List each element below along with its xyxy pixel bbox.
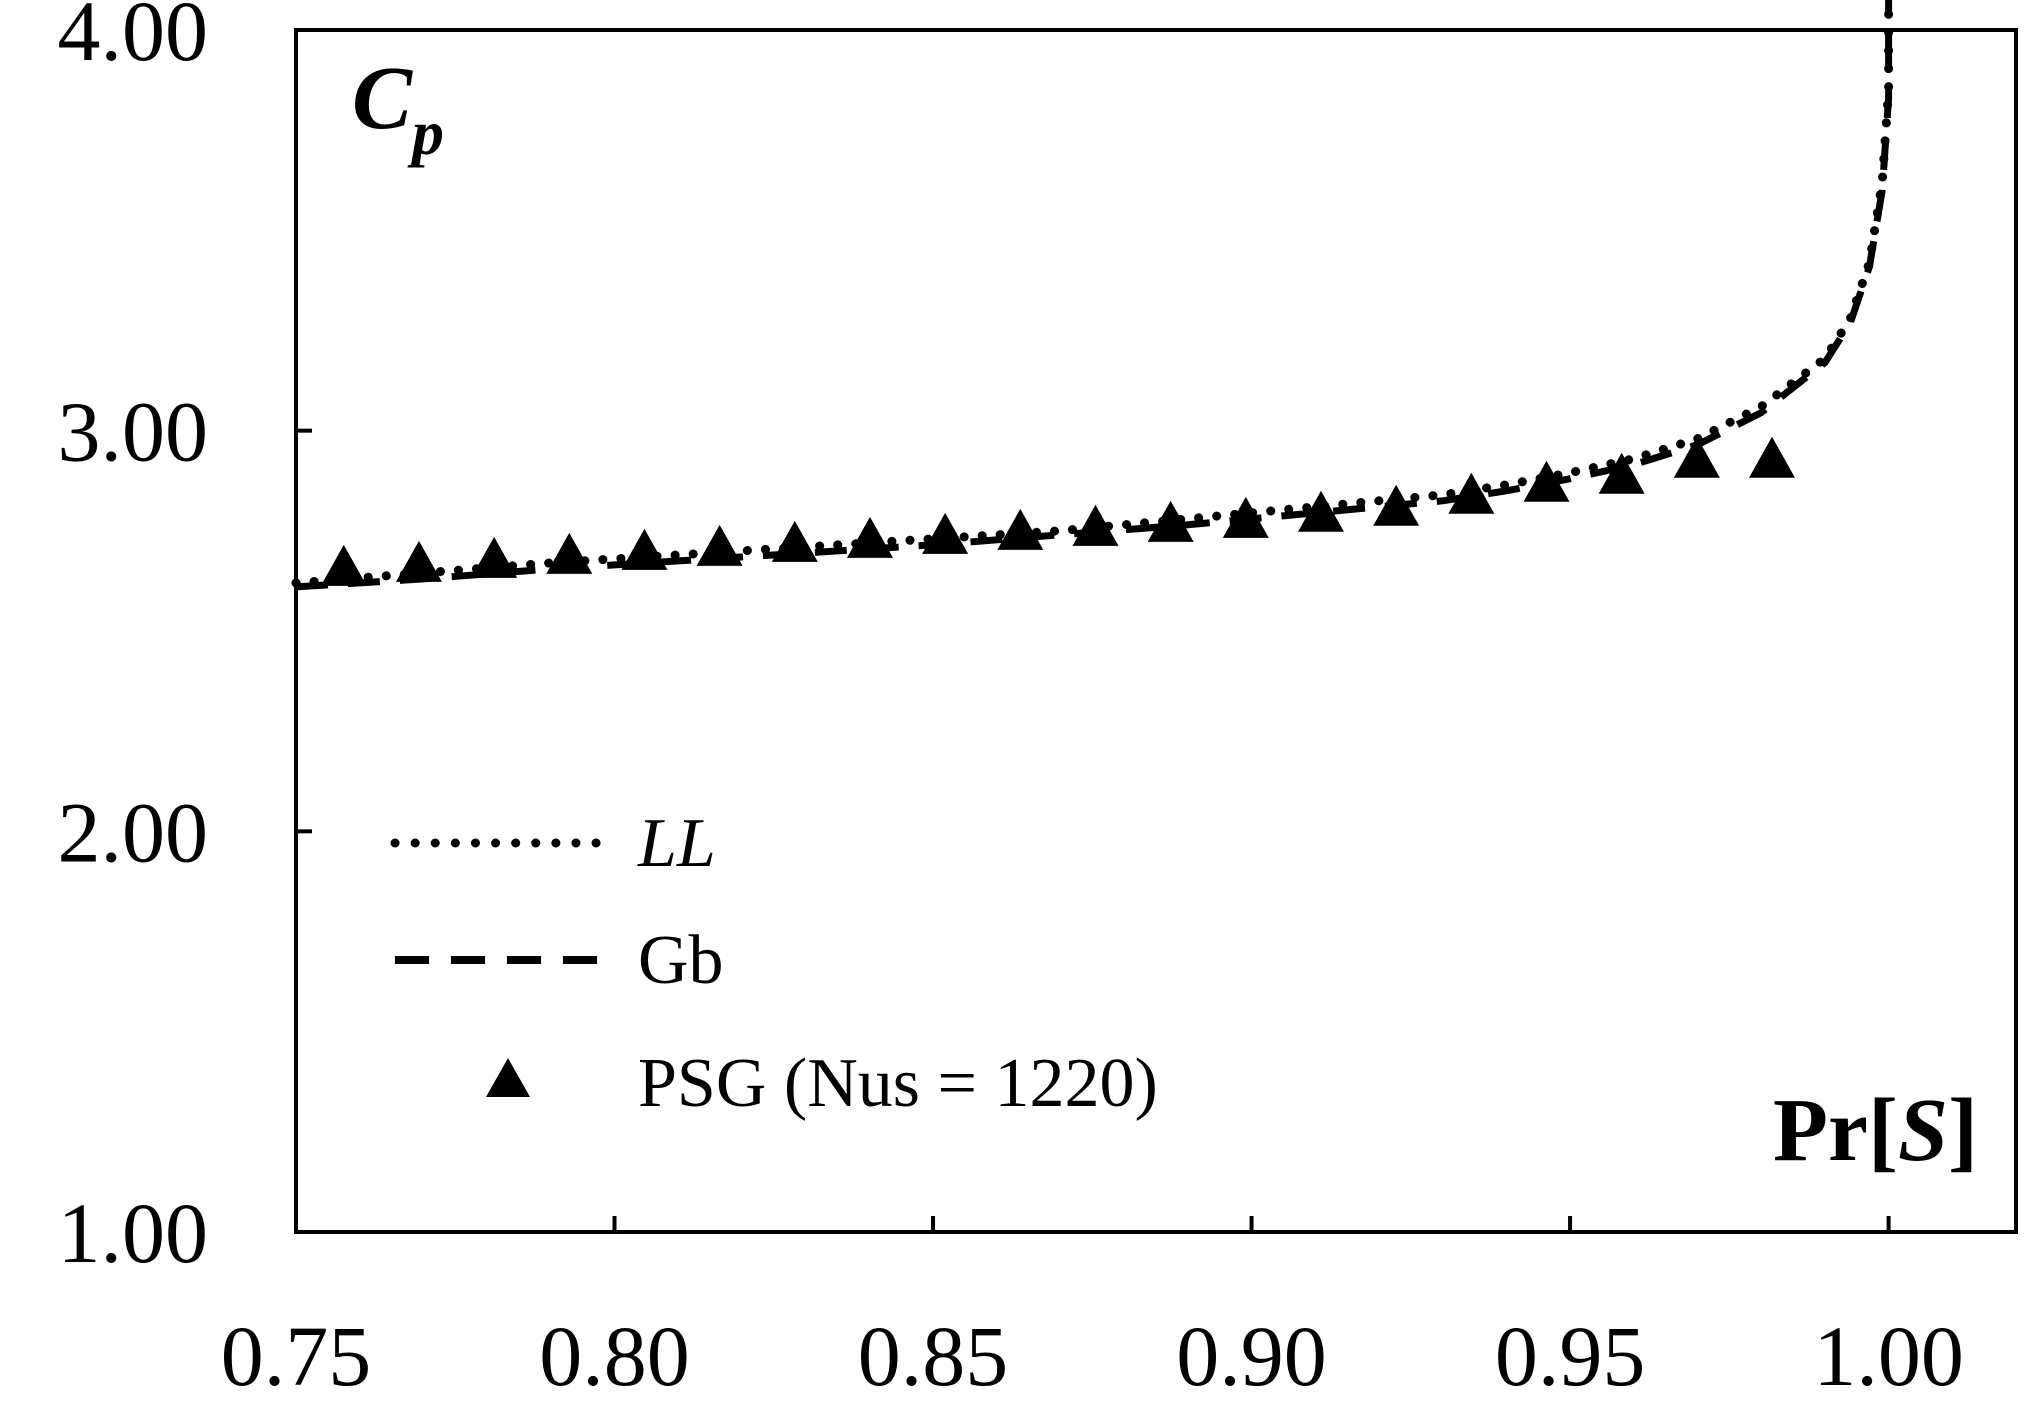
psg-marker: [1749, 436, 1796, 478]
psg-marker: [1222, 496, 1269, 538]
legend-label-psg: PSG (Nus = 1220): [638, 1045, 1158, 1122]
y-axis: 1.00 2.00 3.00 4.00: [58, 0, 312, 1281]
psg-marker: [1523, 460, 1570, 502]
legend-swatch-psg: [486, 1058, 530, 1097]
psg-marker: [395, 540, 442, 582]
psg-marker: [1448, 472, 1495, 514]
x-tick-label: 0.95: [1495, 1308, 1646, 1404]
x-tick-label: 0.90: [1176, 1308, 1327, 1404]
psg-marker: [1072, 504, 1119, 546]
y-axis-title-sub: p: [407, 97, 444, 168]
series-layer: [291, 0, 1894, 591]
x-axis: 0.75 0.80 0.85 0.90 0.95 1.00: [221, 1216, 1964, 1404]
plot-frame: [294, 28, 2018, 1234]
legend-label-gb: Gb: [638, 922, 724, 999]
x-tick-label: 0.80: [539, 1308, 690, 1404]
markers-layer: [320, 436, 1796, 586]
psg-marker: [621, 528, 668, 570]
y-axis-title: Cp: [352, 49, 444, 168]
legend-label-ll: LL: [637, 805, 716, 882]
y-axis-title-main: C: [352, 49, 413, 148]
psg-marker: [1147, 500, 1194, 542]
series-line-ll: [291, 0, 1894, 588]
psg-marker: [922, 512, 969, 554]
x-tick-label: 0.85: [858, 1308, 1009, 1404]
plot-area: [291, 0, 2018, 1234]
legend: LL Gb PSG (Nus = 1220): [390, 805, 1158, 1122]
x-axis-title-main: Pr[: [1773, 1081, 1898, 1180]
x-tick-label: 1.00: [1813, 1308, 1964, 1404]
psg-marker: [1598, 452, 1645, 494]
y-tick-label: 4.00: [58, 0, 209, 79]
x-tick-label: 0.75: [221, 1308, 372, 1404]
x-axis-title: Pr[S]: [1773, 1081, 1978, 1180]
psg-marker: [1297, 490, 1344, 532]
psg-marker: [471, 536, 518, 578]
x-axis-title-close: ]: [1948, 1081, 1978, 1180]
psg-marker: [771, 520, 818, 562]
psg-marker: [1673, 436, 1720, 478]
psg-marker: [997, 508, 1044, 550]
psg-marker: [320, 544, 367, 586]
y-tick-label: 2.00: [58, 784, 209, 880]
y-tick-label: 3.00: [58, 384, 209, 480]
series-line-gb: [295, 0, 1893, 591]
psg-marker: [1373, 484, 1420, 526]
psg-marker: [846, 516, 893, 558]
psg-marker: [546, 532, 593, 574]
x-axis-title-italic: S: [1898, 1081, 1948, 1180]
psg-marker: [696, 524, 743, 566]
y-tick-label: 1.00: [58, 1185, 209, 1281]
